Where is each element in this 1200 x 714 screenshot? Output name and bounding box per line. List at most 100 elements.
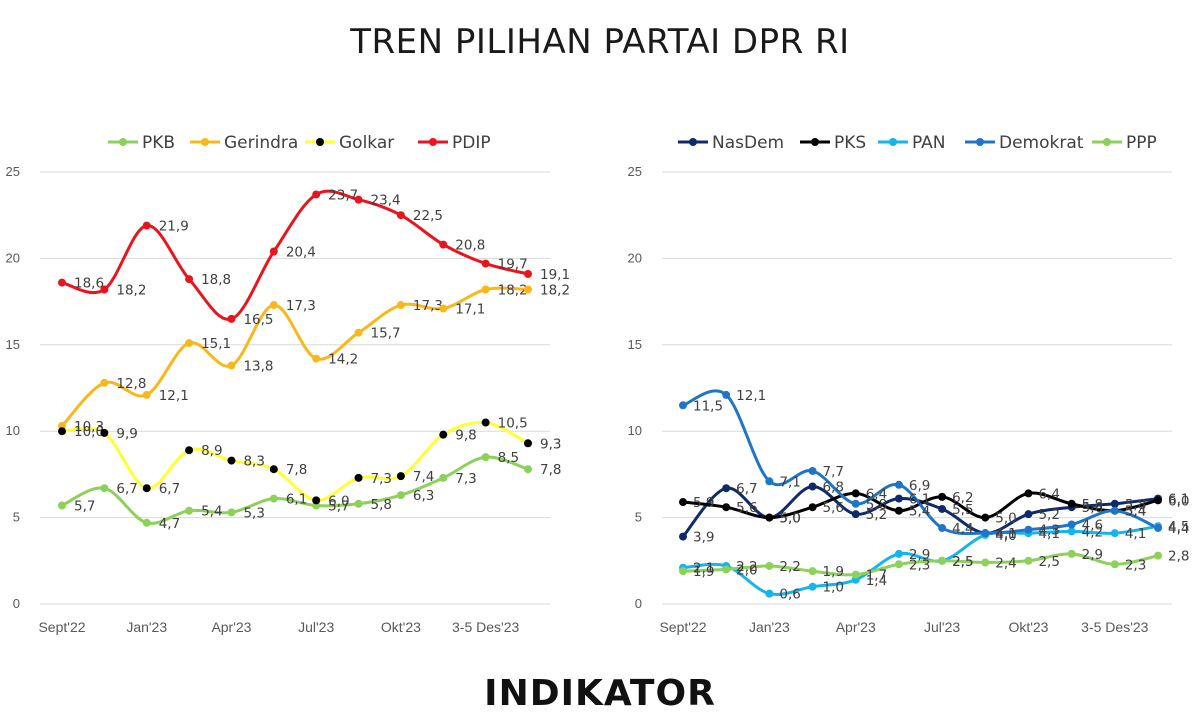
left-data-label-golkar: 6,7 bbox=[159, 481, 180, 497]
right-point-ppp bbox=[981, 558, 990, 567]
right-point-demokrat bbox=[851, 499, 860, 508]
left-data-label-pkb: 7,3 bbox=[455, 471, 476, 487]
right-point-demokrat bbox=[1110, 506, 1119, 515]
right-point-pan bbox=[1067, 527, 1076, 536]
right-point-demokrat bbox=[1154, 523, 1162, 532]
right-legend-label: Demokrat bbox=[999, 133, 1084, 153]
left-legend-entry: PDIP bbox=[418, 133, 491, 153]
right-y-tick-label: 10 bbox=[628, 423, 642, 438]
left-legend-entry: Gerindra bbox=[190, 133, 298, 153]
left-point-pdip bbox=[312, 190, 321, 199]
left-legend-label: Gerindra bbox=[224, 133, 298, 153]
right-data-label-pan: 2,9 bbox=[909, 547, 930, 563]
right-legend-entry: PPP bbox=[1092, 133, 1157, 153]
left-data-label-pkb: 8,5 bbox=[498, 450, 519, 466]
left-point-golkar bbox=[185, 446, 194, 455]
right-point-ppp bbox=[1110, 560, 1119, 569]
right-data-label-nasdem: 5,2 bbox=[1038, 507, 1059, 523]
right-legend-entry: PKS bbox=[800, 133, 866, 153]
right-legend-label: PAN bbox=[912, 133, 946, 153]
right-x-tick-label: Jul'23 bbox=[924, 619, 960, 635]
right-point-pks bbox=[679, 498, 687, 507]
left-point-pdip bbox=[354, 195, 363, 204]
right-data-label-demokrat: 7,1 bbox=[779, 474, 800, 490]
left-data-label-gerindra: 13,8 bbox=[243, 359, 273, 375]
right-point-pks bbox=[1154, 496, 1162, 505]
left-data-label-pdip: 23,4 bbox=[371, 193, 401, 209]
right-data-label-pan: 4,5 bbox=[1168, 519, 1189, 535]
left-data-label-pkb: 4,7 bbox=[159, 516, 180, 532]
indikator-logo: INDIKATOR bbox=[484, 673, 716, 714]
left-point-golkar bbox=[439, 430, 448, 439]
left-data-label-pdip: 19,7 bbox=[498, 257, 528, 273]
right-data-label-pks: 5,6 bbox=[736, 500, 757, 516]
left-y-tick-label: 10 bbox=[6, 423, 20, 438]
right-data-label-pan: 1,0 bbox=[823, 580, 844, 596]
right-data-label-demokrat: 11,5 bbox=[693, 398, 723, 414]
right-point-ppp bbox=[1154, 551, 1162, 560]
right-data-label-pks: 6,2 bbox=[952, 490, 973, 506]
right-data-label-pan: 4,1 bbox=[1038, 526, 1059, 542]
right-point-demokrat bbox=[981, 529, 990, 538]
left-data-label-golkar: 9,8 bbox=[455, 428, 476, 444]
left-point-gerindra bbox=[312, 354, 321, 363]
left-data-label-pkb: 6,7 bbox=[116, 481, 137, 497]
right-data-label-ppp: 2,3 bbox=[909, 557, 930, 573]
right-data-label-demokrat: 7,7 bbox=[823, 464, 844, 480]
right-point-demokrat bbox=[1024, 525, 1033, 534]
right-point-pan bbox=[894, 549, 903, 558]
left-legend-marker bbox=[119, 138, 127, 146]
left-point-gerindra bbox=[439, 304, 448, 313]
right-data-label-pks: 5,0 bbox=[995, 511, 1016, 527]
right-y-tick-label: 5 bbox=[635, 510, 642, 525]
right-legend-label: PKS bbox=[834, 133, 866, 153]
left-data-label-golkar: 7,8 bbox=[286, 462, 307, 478]
right-data-label-demokrat: 5,4 bbox=[1125, 504, 1146, 520]
right-data-label-nasdem: 4,1 bbox=[995, 526, 1016, 542]
right-point-ppp bbox=[851, 570, 860, 579]
left-legend-entry: Golkar bbox=[305, 133, 394, 153]
left-data-label-gerindra: 17,3 bbox=[286, 298, 316, 314]
right-data-label-demokrat: 12,1 bbox=[736, 388, 766, 404]
right-data-label-pks: 5,6 bbox=[823, 500, 844, 516]
left-point-pkb bbox=[481, 453, 490, 462]
right-data-label-demokrat: 4,4 bbox=[1168, 521, 1189, 537]
right-point-nasdem bbox=[679, 532, 687, 541]
right-data-label-ppp: 2,4 bbox=[995, 556, 1016, 572]
right-data-label-nasdem: 3,9 bbox=[693, 530, 714, 546]
left-x-tick-label: Okt'23 bbox=[381, 619, 421, 635]
left-point-pkb bbox=[524, 465, 532, 474]
right-data-label-pan: 4,0 bbox=[995, 528, 1016, 544]
left-point-gerindra bbox=[227, 361, 236, 370]
right-point-demokrat bbox=[894, 480, 903, 489]
right-data-label-nasdem: 6,8 bbox=[823, 479, 844, 495]
left-data-label-golkar: 8,3 bbox=[243, 454, 264, 470]
left-data-label-golkar: 6,0 bbox=[328, 493, 349, 509]
right-y-tick-label: 20 bbox=[628, 250, 642, 265]
right-data-label-pks: 6,4 bbox=[866, 486, 887, 502]
right-point-nasdem bbox=[1024, 510, 1033, 519]
left-point-golkar bbox=[269, 465, 278, 474]
left-data-label-gerindra: 17,1 bbox=[455, 302, 485, 318]
left-x-tick-label: Sept'22 bbox=[38, 619, 85, 635]
left-data-label-gerindra: 18,2 bbox=[540, 283, 570, 299]
right-data-label-demokrat: 4,6 bbox=[1082, 518, 1103, 534]
right-legend-entry: Demokrat bbox=[965, 133, 1084, 153]
right-legend-entry: PAN bbox=[878, 133, 946, 153]
left-x-tick-label: Jul'23 bbox=[298, 619, 334, 635]
left-data-label-gerindra: 18,2 bbox=[498, 283, 528, 299]
right-point-ppp bbox=[938, 556, 947, 565]
right-point-pan bbox=[765, 589, 774, 598]
right-data-label-pan: 4,2 bbox=[1082, 524, 1103, 540]
right-data-label-pks: 5,8 bbox=[1082, 497, 1103, 513]
right-point-nasdem bbox=[722, 484, 731, 493]
right-point-pks bbox=[851, 489, 860, 498]
left-data-label-pkb: 5,8 bbox=[371, 497, 392, 513]
left-point-golkar bbox=[227, 456, 236, 465]
left-data-label-gerindra: 10,3 bbox=[74, 419, 104, 435]
left-data-label-pdip: 20,8 bbox=[455, 238, 485, 254]
left-data-label-pkb: 5,3 bbox=[243, 505, 264, 521]
left-point-gerindra bbox=[524, 285, 532, 294]
left-data-label-pdip: 18,6 bbox=[74, 276, 104, 292]
left-point-pdip bbox=[481, 259, 490, 268]
